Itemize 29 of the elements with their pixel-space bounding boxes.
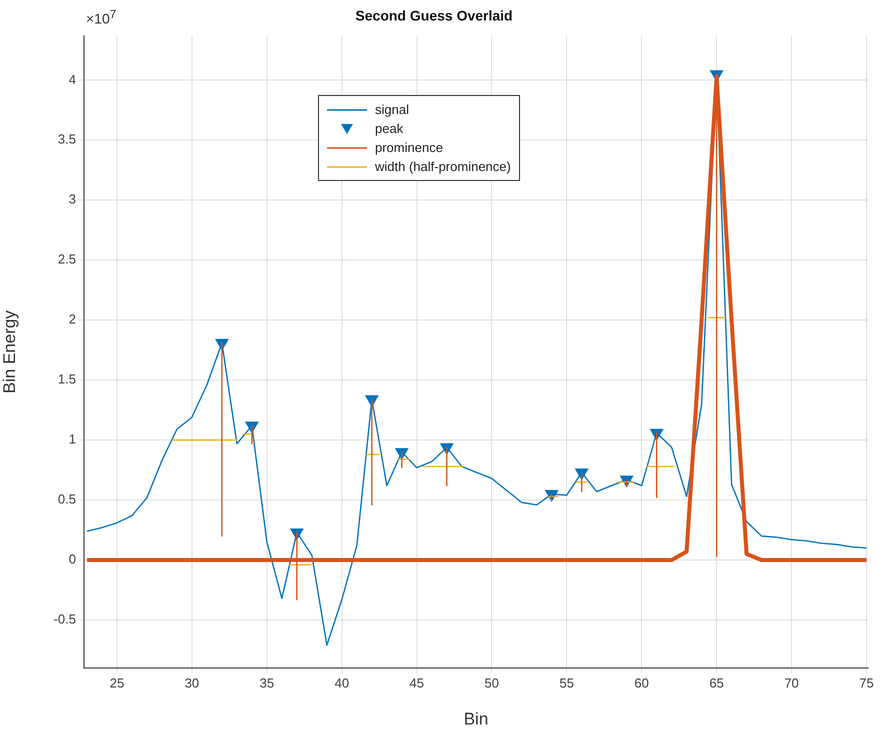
x-tick-label: 55 bbox=[559, 675, 574, 690]
y-tick-label: 4 bbox=[68, 72, 76, 87]
y-tick-label: 1.5 bbox=[58, 372, 76, 387]
y-axis-title: Bin Energy bbox=[0, 310, 19, 394]
x-tick-label: 60 bbox=[634, 675, 649, 690]
chart-title: Second Guess Overlaid bbox=[355, 7, 513, 24]
x-tick-label: 35 bbox=[260, 675, 274, 690]
text: ×10$^{7}$ bbox=[86, 8, 116, 27]
legend-label: prominence bbox=[375, 140, 443, 155]
x-axis-title: Bin bbox=[464, 709, 488, 728]
x-tick-label: 70 bbox=[784, 675, 799, 690]
y-tick-label: 3.5 bbox=[58, 132, 76, 147]
x-tick-label: 65 bbox=[709, 675, 724, 690]
legend-label: signal bbox=[375, 102, 409, 117]
x-tick-label: 30 bbox=[184, 675, 200, 690]
y-tick-label: 3 bbox=[68, 192, 76, 207]
y-tick-label: -0.5 bbox=[54, 612, 76, 627]
x-tick-label: 50 bbox=[484, 675, 499, 690]
x-tick-label: 45 bbox=[410, 675, 424, 690]
y-tick-label: 2.5 bbox=[58, 252, 76, 267]
x-tick-label: 75 bbox=[859, 675, 874, 690]
y-tick-label: 1 bbox=[68, 432, 76, 447]
y-tick-label: 2 bbox=[68, 312, 76, 327]
y-tick-label: 0 bbox=[68, 552, 76, 567]
x-tick-label: 25 bbox=[110, 675, 124, 690]
x-tick-label: 40 bbox=[334, 675, 350, 690]
y-tick-label: 0.5 bbox=[58, 492, 76, 507]
legend-label: peak bbox=[375, 121, 404, 136]
legend-label: width (half-prominence) bbox=[375, 159, 511, 174]
